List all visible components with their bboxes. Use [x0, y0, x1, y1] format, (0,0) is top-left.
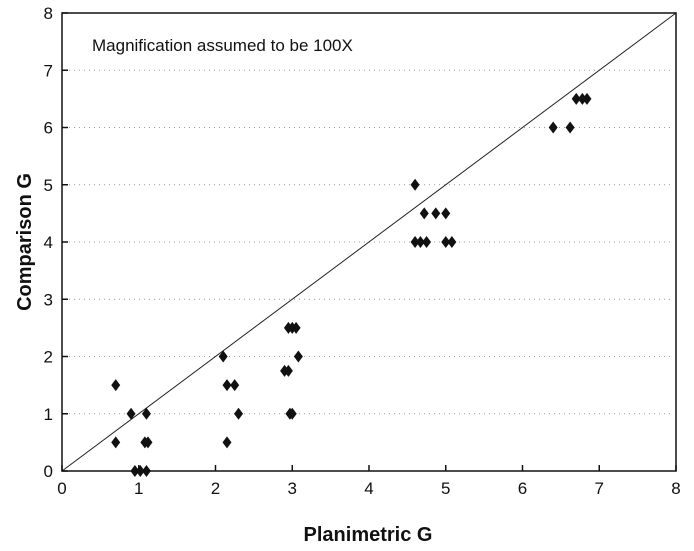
y-tick-label-4: 4 [44, 233, 53, 252]
data-point-31 [548, 121, 558, 134]
chart-annotation: Magnification assumed to be 100X [92, 36, 353, 55]
data-point-26 [419, 207, 429, 220]
data-point-34 [577, 92, 587, 105]
y-tick-label-6: 6 [44, 119, 53, 138]
x-tick-label-0: 0 [57, 479, 66, 498]
data-point-10 [222, 379, 232, 392]
x-tick-label-2: 2 [211, 479, 220, 498]
y-tick-label-2: 2 [44, 348, 53, 367]
data-point-15 [283, 364, 293, 377]
data-point-32 [565, 121, 575, 134]
data-point-33 [571, 92, 581, 105]
y-tick-label-8: 8 [44, 4, 53, 23]
data-point-13 [234, 407, 244, 420]
reference-line-layer [61, 12, 677, 472]
y-tick-label-3: 3 [44, 290, 53, 309]
data-point-22 [410, 178, 420, 191]
x-tick-label-3: 3 [288, 479, 297, 498]
data-point-35 [582, 92, 592, 105]
x-tick-label-8: 8 [671, 479, 680, 498]
points-layer [111, 92, 592, 477]
data-point-29 [441, 236, 451, 248]
data-point-21 [293, 350, 303, 363]
data-point-7 [143, 436, 153, 449]
data-point-28 [441, 207, 451, 220]
x-tick-label-6: 6 [518, 479, 527, 498]
data-point-27 [431, 207, 441, 220]
x-tick-label-7: 7 [595, 479, 604, 498]
data-point-8 [141, 407, 151, 420]
data-point-18 [291, 321, 301, 334]
y-tick-label-0: 0 [44, 462, 53, 481]
data-point-0 [111, 379, 121, 392]
x-tick-label-5: 5 [441, 479, 450, 498]
data-point-11 [230, 379, 240, 392]
data-point-23 [410, 236, 420, 248]
y-tick-label-5: 5 [44, 176, 53, 195]
data-point-1 [111, 436, 121, 449]
x-tick-label-1: 1 [134, 479, 143, 498]
x-axis-label: Planimetric G [304, 524, 433, 546]
data-point-20 [287, 407, 297, 420]
y-tick-label-1: 1 [44, 405, 53, 424]
ticks-layer: 0 1 2 3 4 5 6 7 8 0 1 2 3 4 5 6 7 8 [44, 4, 681, 498]
y-tick-label-7: 7 [44, 61, 53, 80]
x-tick-label-4: 4 [364, 479, 373, 498]
data-point-12 [222, 436, 232, 449]
y-axis-label: Comparison G [14, 173, 36, 311]
data-point-30 [447, 236, 457, 248]
data-point-2 [126, 407, 136, 420]
data-point-24 [415, 236, 425, 248]
reference-line [61, 12, 677, 472]
data-point-25 [422, 236, 432, 248]
data-point-9 [218, 350, 228, 363]
